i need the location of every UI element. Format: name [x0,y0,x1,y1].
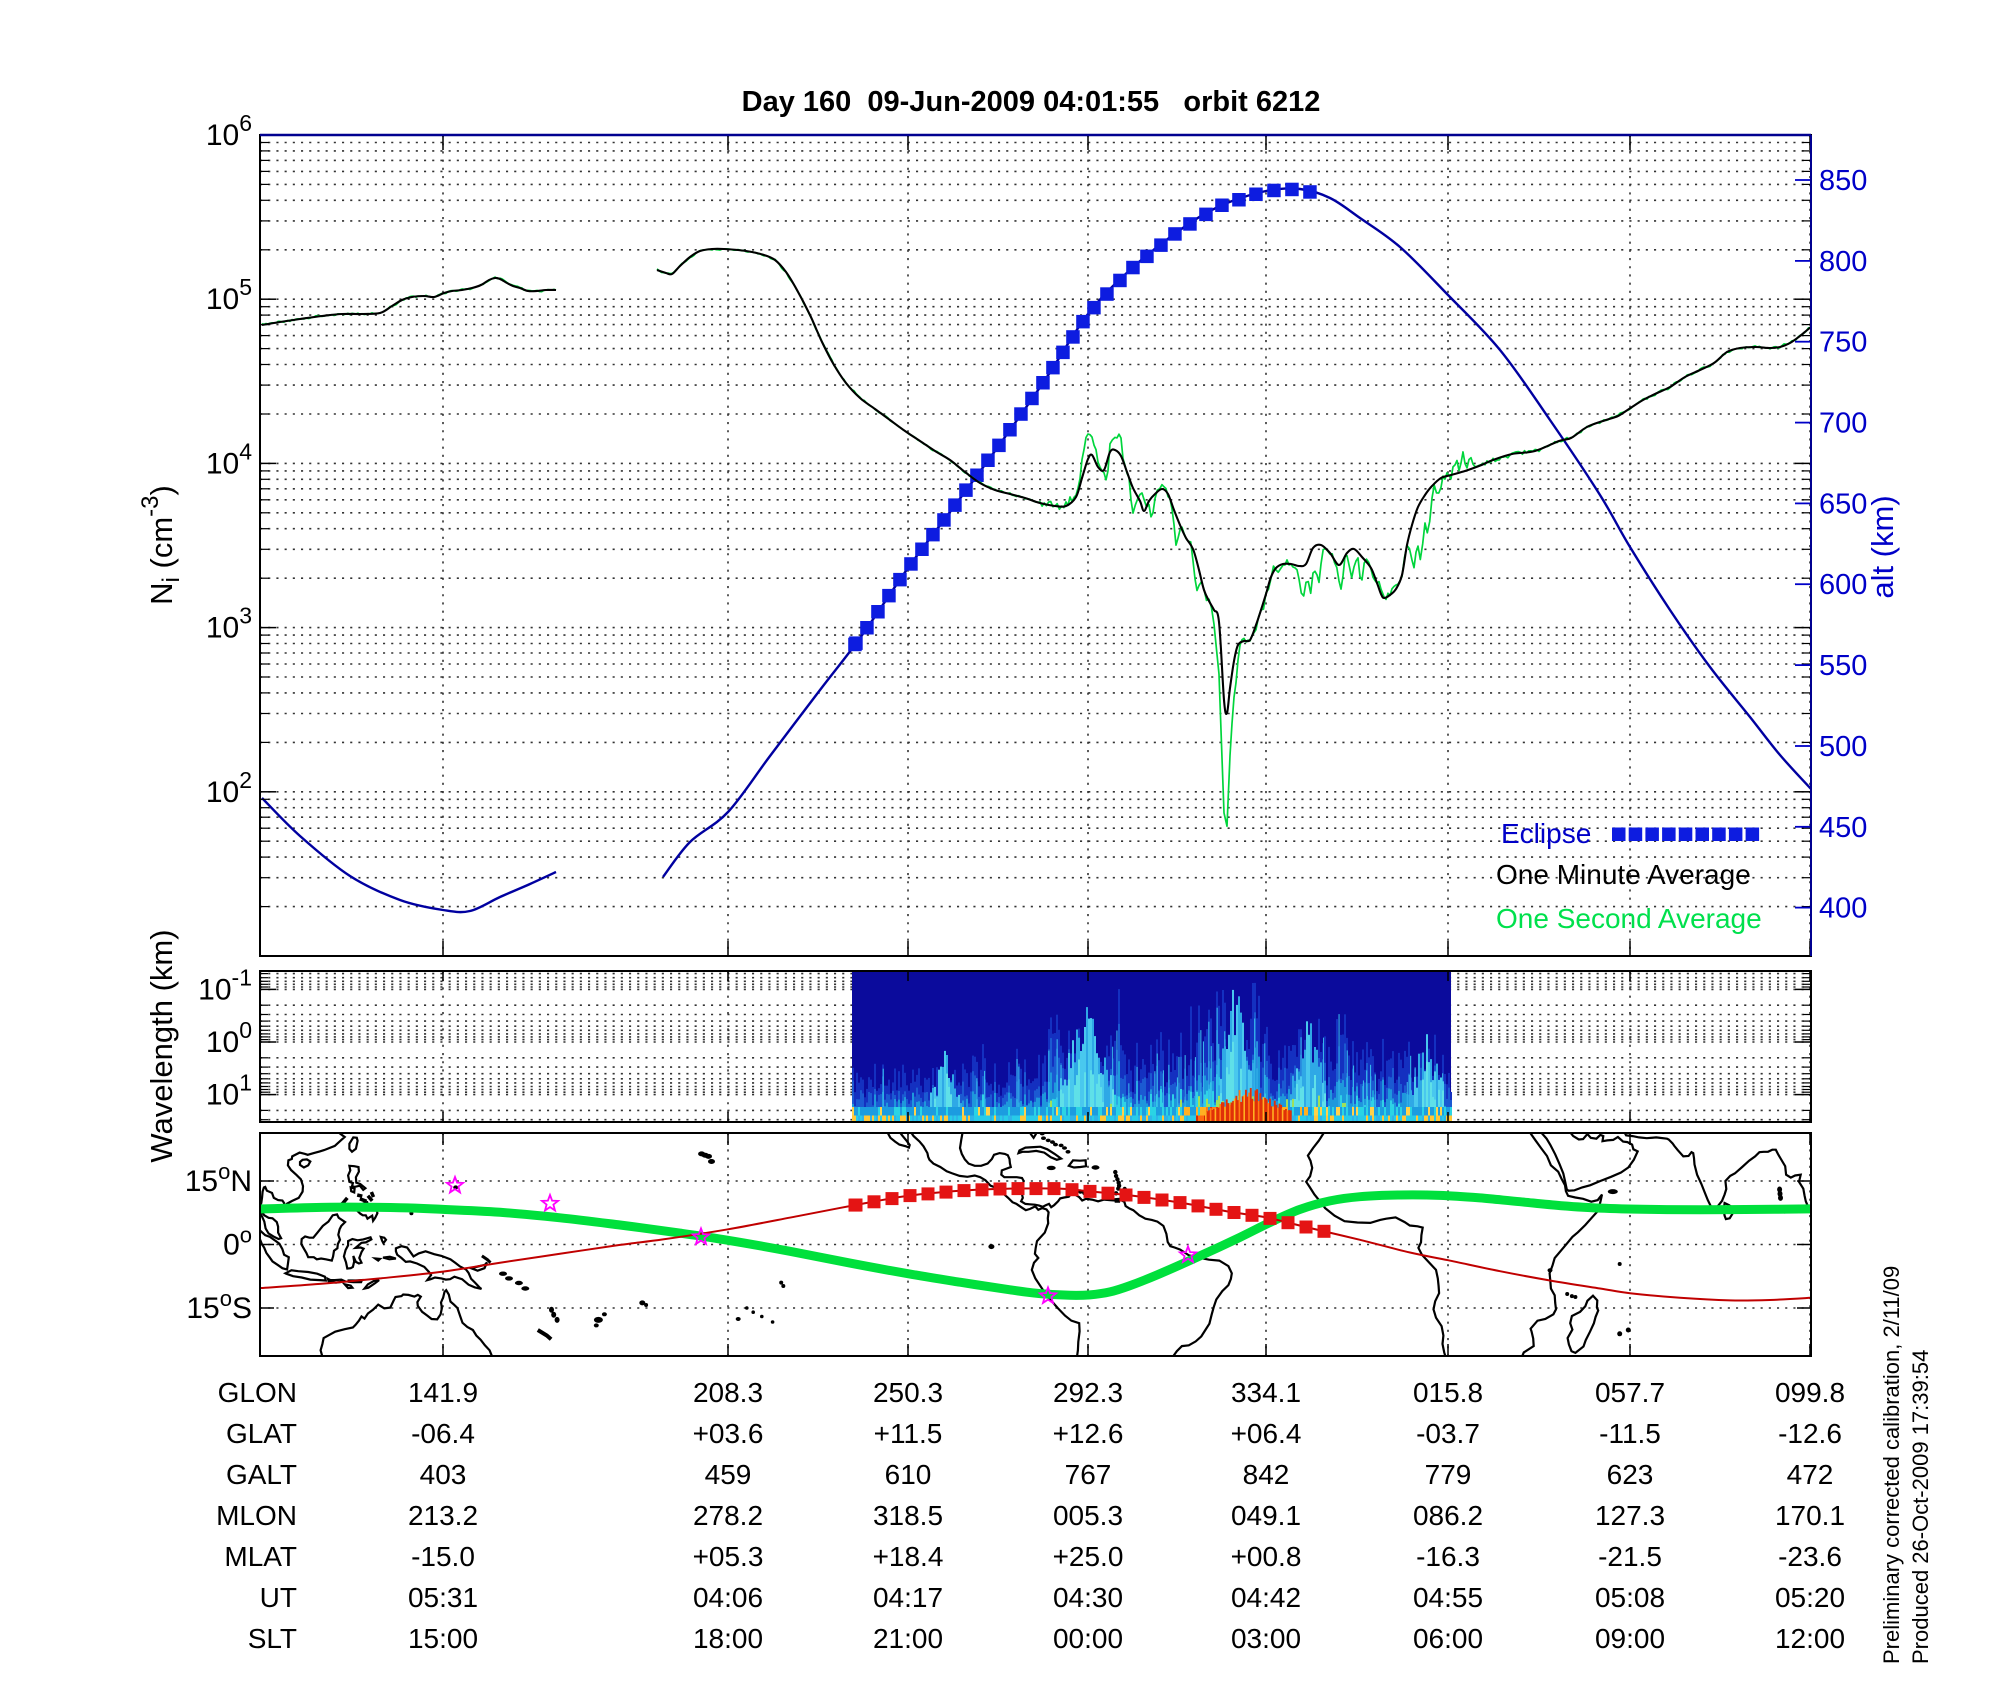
svg-text:+18.4: +18.4 [873,1541,944,1572]
svg-text:650: 650 [1819,488,1867,520]
svg-text:15:00: 15:00 [408,1623,478,1654]
svg-text:03:00: 03:00 [1231,1623,1301,1654]
svg-text:GALT: GALT [226,1459,297,1490]
svg-text:21:00: 21:00 [873,1623,943,1654]
svg-text:459: 459 [705,1459,752,1490]
svg-text:278.2: 278.2 [693,1500,763,1531]
svg-text:086.2: 086.2 [1413,1500,1483,1531]
svg-text:767: 767 [1065,1459,1112,1490]
svg-text:Eclipse: Eclipse [1501,818,1591,849]
svg-text:005.3: 005.3 [1053,1500,1123,1531]
svg-text:842: 842 [1243,1459,1290,1490]
svg-text:+03.6: +03.6 [693,1418,764,1449]
svg-text:MLON: MLON [216,1500,297,1531]
svg-text:04:55: 04:55 [1413,1582,1483,1613]
svg-text:850: 850 [1819,165,1867,197]
svg-text:127.3: 127.3 [1595,1500,1665,1531]
svg-text:Day 160 09-Jun-2009 04:01:55: Day 160 09-Jun-2009 04:01:55 orbit 6212 [742,86,1321,118]
svg-text:One Minute Average: One Minute Average [1496,859,1751,890]
svg-text:SLT: SLT [248,1623,297,1654]
svg-text:318.5: 318.5 [873,1500,943,1531]
svg-text:213.2: 213.2 [408,1500,478,1531]
svg-text:623: 623 [1607,1459,1654,1490]
svg-text:779: 779 [1425,1459,1472,1490]
svg-text:208.3: 208.3 [693,1377,763,1408]
svg-text:170.1: 170.1 [1775,1500,1845,1531]
svg-text:049.1: 049.1 [1231,1500,1301,1531]
svg-text:-06.4: -06.4 [411,1418,475,1449]
svg-text:alt (km): alt (km) [1865,495,1900,598]
svg-text:472: 472 [1787,1459,1834,1490]
svg-text:015.8: 015.8 [1413,1377,1483,1408]
svg-text:15oN: 15oN [185,1159,252,1198]
svg-text:400: 400 [1819,893,1867,925]
svg-text:099.8: 099.8 [1775,1377,1845,1408]
svg-text:Wavelength (km): Wavelength (km) [144,929,179,1162]
svg-text:06:00: 06:00 [1413,1623,1483,1654]
svg-text:292.3: 292.3 [1053,1377,1123,1408]
svg-text:04:30: 04:30 [1053,1582,1123,1613]
svg-text:+05.3: +05.3 [693,1541,764,1572]
svg-text:Produced 26-Oct-2009 17:39:54: Produced 26-Oct-2009 17:39:54 [1908,1350,1933,1664]
svg-text:GLON: GLON [218,1377,297,1408]
svg-text:750: 750 [1819,327,1867,359]
svg-text:-03.7: -03.7 [1416,1418,1480,1449]
svg-text:04:06: 04:06 [693,1582,763,1613]
svg-text:Preliminary corrected calibrat: Preliminary corrected calibration, 2/11/… [1879,1266,1904,1664]
svg-text:GLAT: GLAT [226,1418,297,1449]
svg-text:MLAT: MLAT [224,1541,297,1572]
svg-text:334.1: 334.1 [1231,1377,1301,1408]
svg-text:18:00: 18:00 [693,1623,763,1654]
svg-text:12:00: 12:00 [1775,1623,1845,1654]
svg-text:-16.3: -16.3 [1416,1541,1480,1572]
svg-text:057.7: 057.7 [1595,1377,1665,1408]
svg-text:00:00: 00:00 [1053,1623,1123,1654]
svg-text:-21.5: -21.5 [1598,1541,1662,1572]
svg-text:800: 800 [1819,246,1867,278]
svg-text:-12.6: -12.6 [1778,1418,1842,1449]
svg-text:04:17: 04:17 [873,1582,943,1613]
svg-text:600: 600 [1819,569,1867,601]
svg-text:550: 550 [1819,650,1867,682]
svg-text:+25.0: +25.0 [1053,1541,1124,1572]
svg-text:UT: UT [260,1582,297,1613]
svg-text:+11.5: +11.5 [874,1418,943,1449]
svg-text:-11.5: -11.5 [1599,1418,1661,1449]
svg-text:04:42: 04:42 [1231,1582,1301,1613]
svg-text:450: 450 [1819,812,1867,844]
svg-text:05:20: 05:20 [1775,1582,1845,1613]
svg-text:+00.8: +00.8 [1231,1541,1302,1572]
svg-text:+06.4: +06.4 [1231,1418,1302,1449]
svg-text:250.3: 250.3 [873,1377,943,1408]
svg-text:+12.6: +12.6 [1053,1418,1124,1449]
svg-text:05:31: 05:31 [408,1582,478,1613]
svg-text:-23.6: -23.6 [1778,1541,1842,1572]
svg-text:700: 700 [1819,408,1867,440]
svg-text:403: 403 [420,1459,467,1490]
svg-text:05:08: 05:08 [1595,1582,1665,1613]
svg-text:-15.0: -15.0 [411,1541,475,1572]
svg-text:610: 610 [885,1459,932,1490]
svg-text:141.9: 141.9 [408,1377,478,1408]
svg-text:500: 500 [1819,731,1867,763]
svg-text:09:00: 09:00 [1595,1623,1665,1654]
svg-text:15oS: 15oS [186,1286,252,1325]
svg-text:One Second Average: One Second Average [1496,903,1762,934]
